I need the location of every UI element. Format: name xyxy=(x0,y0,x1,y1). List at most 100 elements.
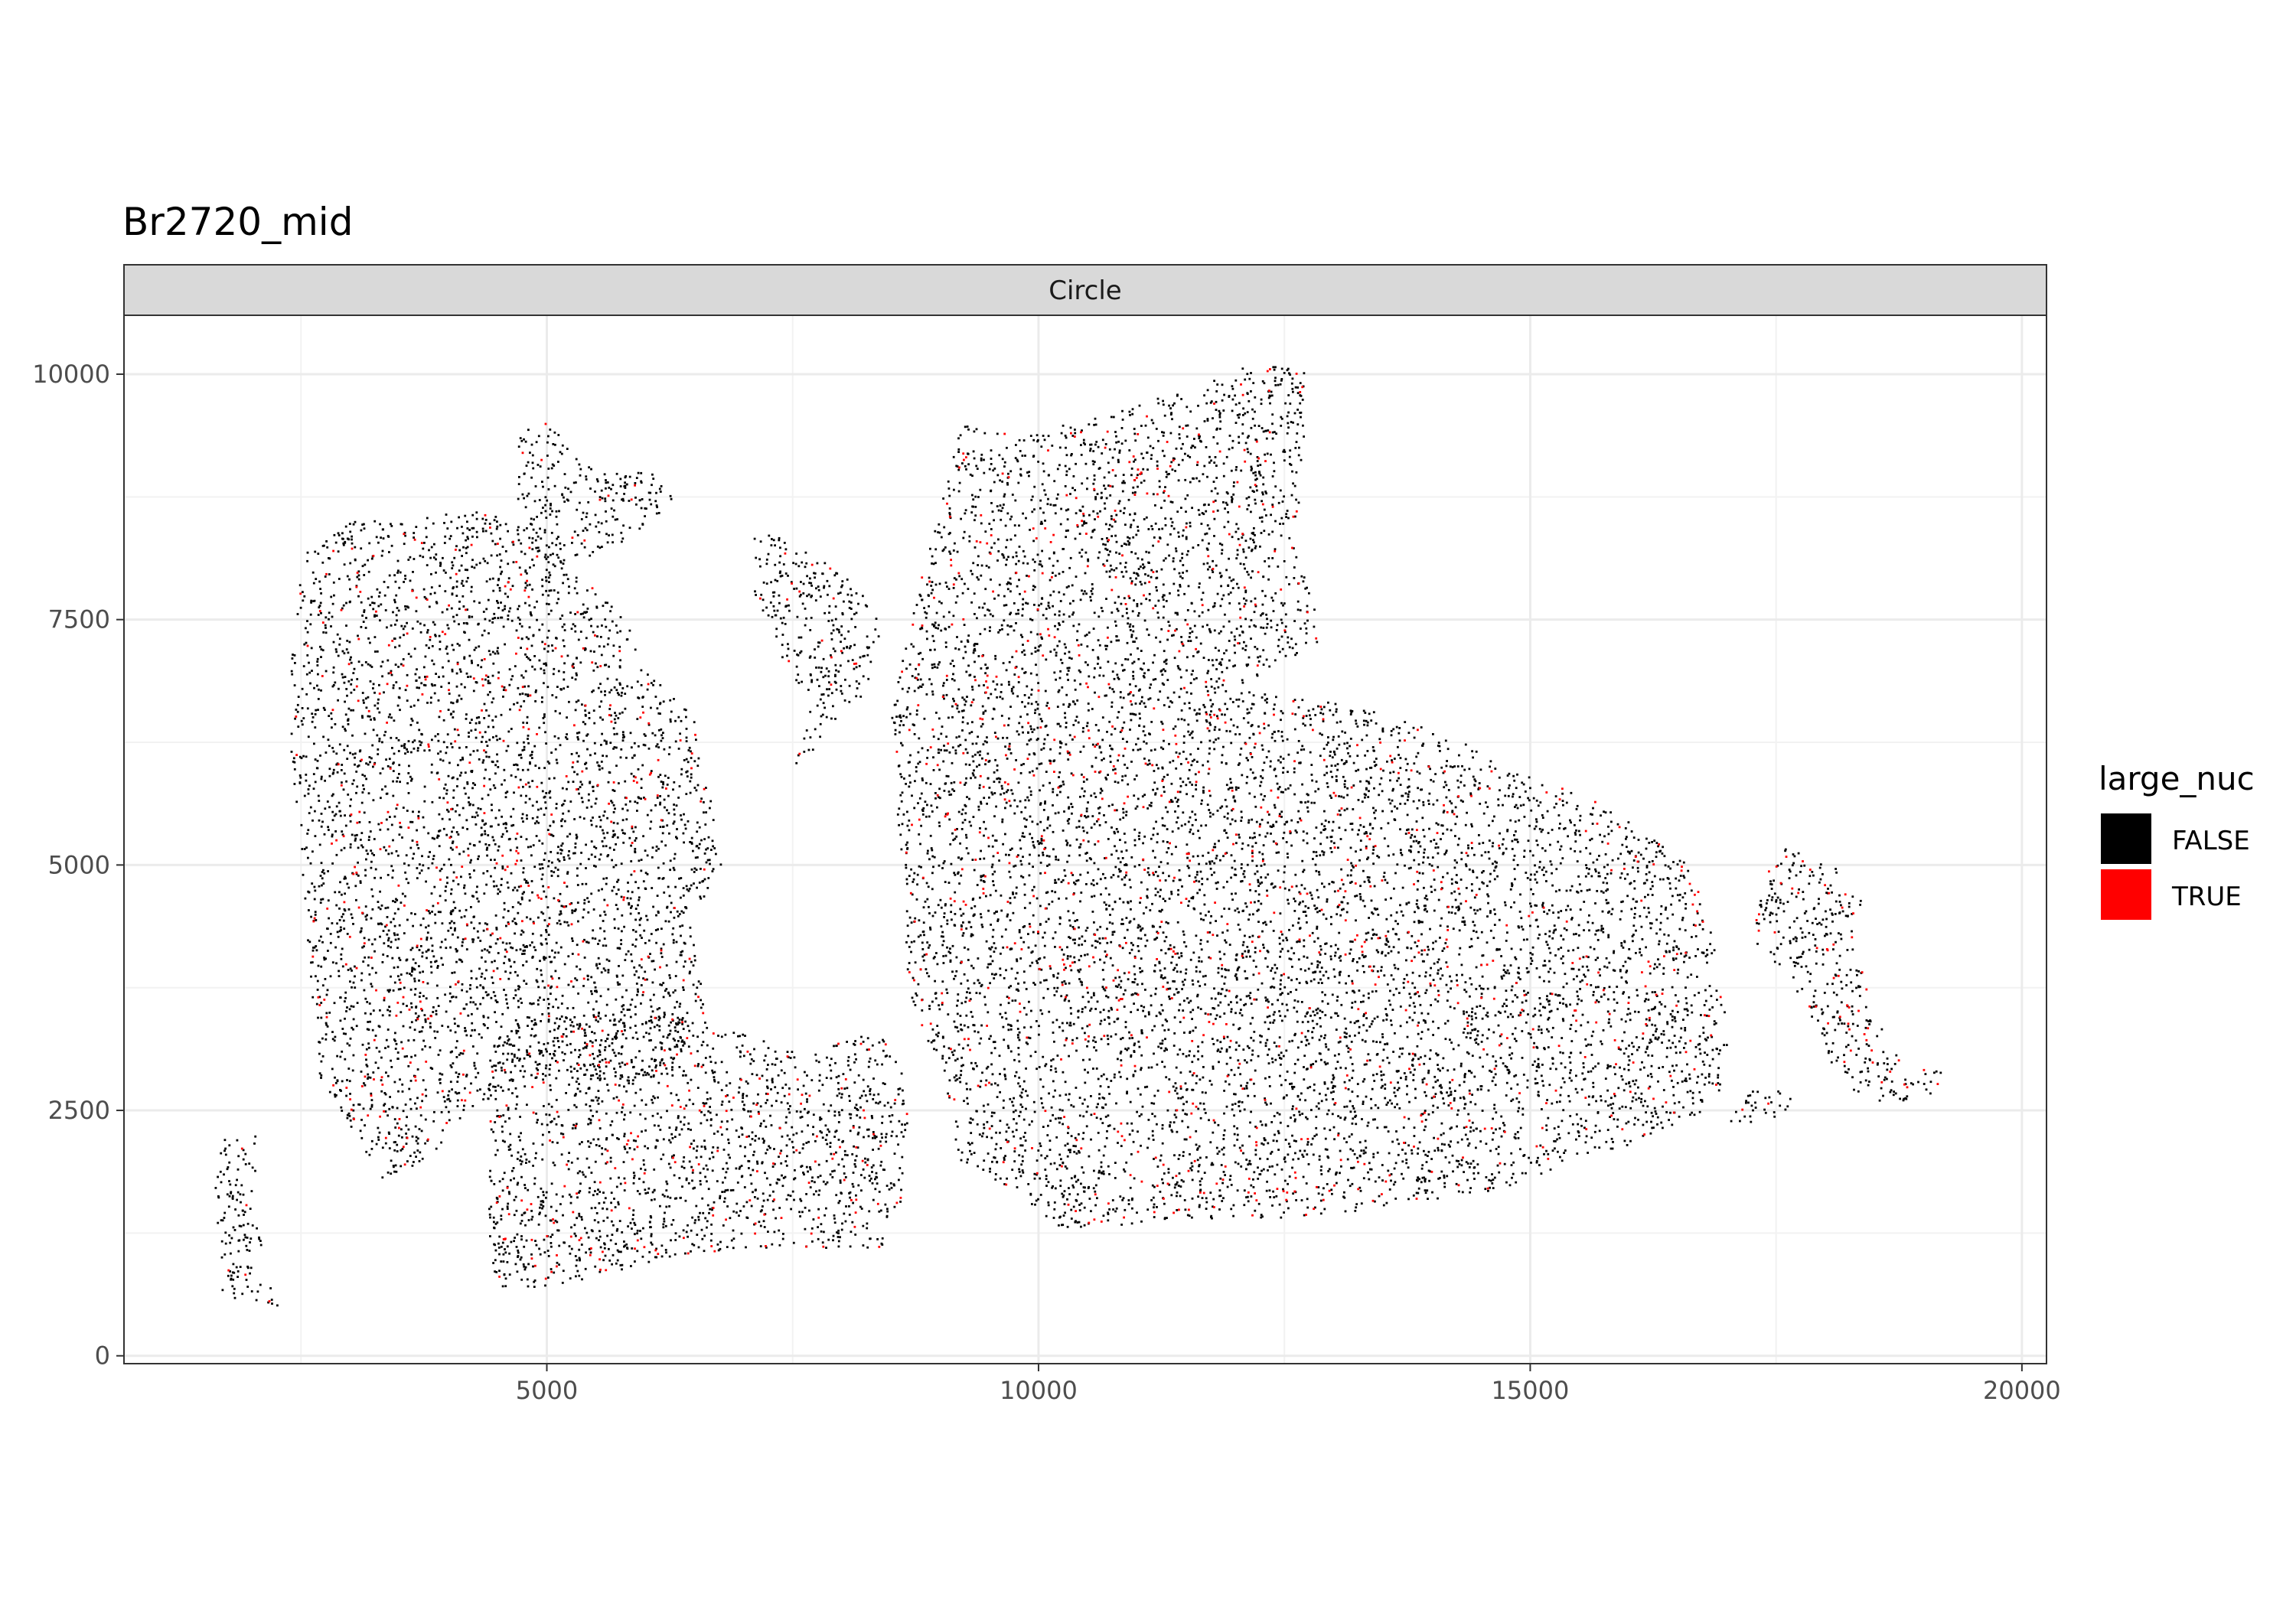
data-point-false xyxy=(615,904,618,906)
data-point-false xyxy=(517,901,520,904)
data-point-false xyxy=(785,1116,788,1119)
data-point-false xyxy=(506,1002,508,1005)
data-point-false xyxy=(839,1236,841,1239)
data-point-false xyxy=(444,889,447,892)
data-point-false xyxy=(504,955,507,958)
data-point-false xyxy=(667,885,670,888)
data-point-false xyxy=(853,1107,856,1109)
data-point-false xyxy=(683,813,685,816)
data-point-false xyxy=(483,777,486,780)
data-point-false xyxy=(553,565,556,568)
data-point-false xyxy=(368,756,371,758)
data-point-false xyxy=(472,844,475,846)
data-point-false xyxy=(531,461,534,464)
data-point-false xyxy=(505,942,508,945)
data-point-false xyxy=(574,709,577,712)
data-point-false xyxy=(526,1103,528,1107)
data-point-false xyxy=(582,603,585,606)
data-point-false xyxy=(650,1015,653,1019)
data-point-false xyxy=(605,625,608,628)
data-point-false xyxy=(458,600,461,603)
data-point-false xyxy=(642,880,645,883)
data-point-false xyxy=(716,1113,718,1116)
data-point-false xyxy=(679,925,682,928)
data-point-false xyxy=(497,1045,501,1047)
data-point-false xyxy=(726,1120,729,1123)
data-point-false xyxy=(387,944,390,947)
data-point-false xyxy=(703,1234,706,1237)
data-point-false xyxy=(517,539,520,542)
data-point-false xyxy=(811,1240,814,1243)
data-point-false xyxy=(227,1205,230,1208)
data-point-false xyxy=(700,839,703,842)
data-point-false xyxy=(531,751,533,753)
data-point-false xyxy=(792,1133,795,1136)
data-point-false xyxy=(673,916,676,919)
data-point-false xyxy=(217,1175,219,1178)
data-point-false xyxy=(514,1263,517,1266)
data-point-false xyxy=(762,1220,765,1223)
data-point-false xyxy=(354,986,357,989)
data-point-false xyxy=(778,1244,781,1247)
data-point-false xyxy=(549,1084,552,1087)
data-point-false xyxy=(527,657,530,660)
data-point-false xyxy=(481,735,484,738)
data-point-false xyxy=(532,1165,534,1167)
data-point-false xyxy=(482,872,485,875)
data-point-false xyxy=(476,897,479,900)
data-point-false xyxy=(370,1139,373,1143)
data-point-false xyxy=(634,837,638,839)
data-point-false xyxy=(354,559,357,562)
data-point-false xyxy=(697,1218,700,1221)
data-point-false xyxy=(310,599,313,602)
data-point-false xyxy=(609,1059,612,1062)
data-point-false xyxy=(435,601,439,605)
data-point-false xyxy=(605,1112,608,1115)
data-point-false xyxy=(588,466,590,469)
data-point-false xyxy=(337,550,340,553)
data-point-false xyxy=(516,764,519,767)
data-point-false xyxy=(413,532,416,534)
data-point-false xyxy=(452,933,454,936)
data-point-false xyxy=(606,601,608,605)
data-point-false xyxy=(760,1122,762,1125)
data-point-false xyxy=(452,901,455,904)
data-point-false xyxy=(390,736,393,739)
data-point-false xyxy=(475,647,478,649)
data-point-false xyxy=(451,1088,453,1091)
data-point-false xyxy=(523,1057,526,1060)
data-point-false xyxy=(502,1044,504,1047)
data-point-false xyxy=(313,742,315,745)
data-point-false xyxy=(386,586,390,588)
data-point-false xyxy=(316,989,319,991)
data-point-false xyxy=(373,761,377,764)
data-point-false xyxy=(470,729,473,732)
data-point-false xyxy=(802,1143,805,1146)
data-point-false xyxy=(618,1138,620,1140)
data-point-false xyxy=(517,885,520,888)
data-point-false xyxy=(433,543,435,546)
data-point-false xyxy=(430,771,433,774)
data-point-false xyxy=(439,1082,442,1084)
data-point-false xyxy=(541,623,544,626)
data-point-false xyxy=(388,1147,391,1149)
data-point-false xyxy=(377,1139,380,1141)
data-point-false xyxy=(621,739,625,742)
data-point-false xyxy=(544,662,547,665)
data-point-false xyxy=(414,1012,417,1015)
data-point-false xyxy=(336,931,339,934)
data-point-false xyxy=(901,1172,904,1175)
data-point-false xyxy=(570,627,573,631)
data-point-false xyxy=(690,1250,692,1253)
data-point-false xyxy=(642,1074,644,1077)
data-point-false xyxy=(311,571,315,574)
data-point-false xyxy=(688,1029,691,1032)
data-point-false xyxy=(325,957,327,960)
data-point-false xyxy=(527,742,530,745)
data-point-false xyxy=(409,973,411,975)
data-point-false xyxy=(669,494,672,497)
data-point-false xyxy=(476,930,479,933)
data-point-false xyxy=(587,901,590,903)
data-point-false xyxy=(220,1240,223,1243)
data-point-false xyxy=(512,1045,514,1047)
